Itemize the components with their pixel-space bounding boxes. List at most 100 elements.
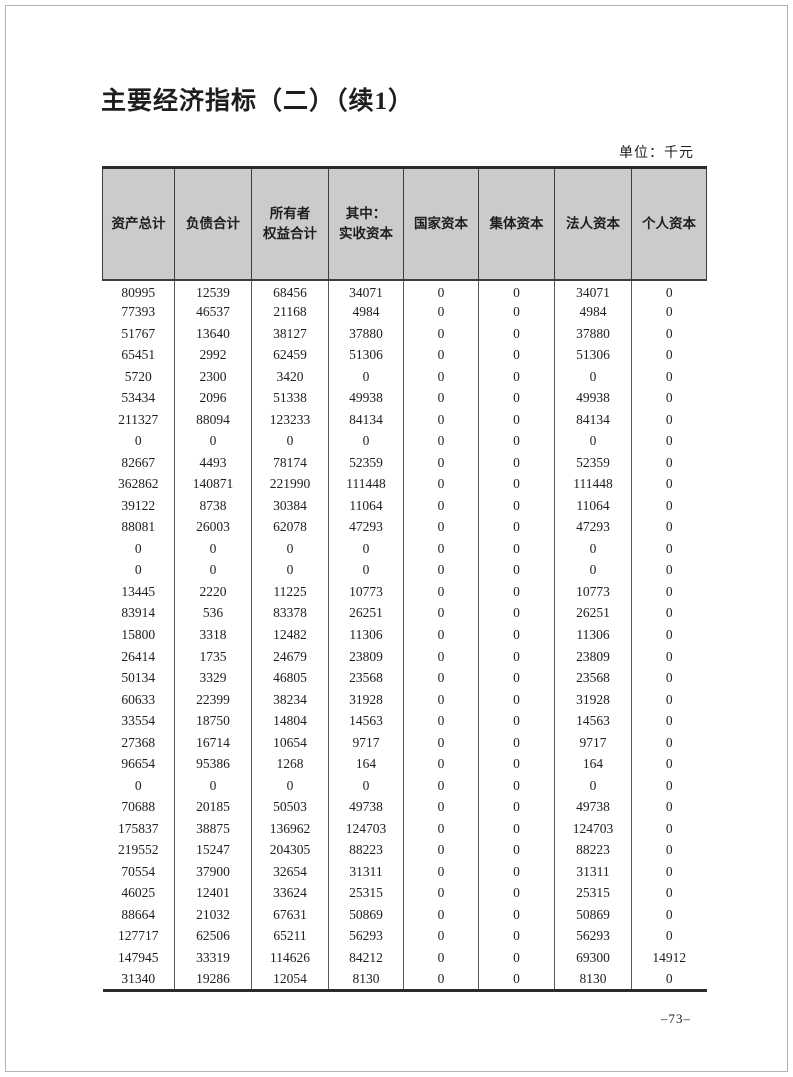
table-cell: 0 <box>328 774 404 797</box>
table-row: 362862 140871 221990 111448 0 0 111448 0 <box>102 473 707 495</box>
table-cell: 16714 <box>174 731 252 754</box>
table-cell: 0 <box>403 968 479 991</box>
table-cell: 62459 <box>251 344 329 366</box>
table-cell: 21168 <box>251 301 329 323</box>
table-cell: 0 <box>403 796 479 818</box>
table-cell: 10654 <box>251 731 329 754</box>
table-cell: 96654 <box>102 753 175 775</box>
table-row: 82667 4493 78174 52359 0 0 52359 0 <box>102 451 707 474</box>
table-cell: 0 <box>478 365 555 388</box>
table-cell: 2300 <box>174 365 252 388</box>
table-cell: 34071 <box>554 279 632 302</box>
column-header: 负债合计 <box>174 167 252 281</box>
table-cell: 0 <box>665 540 673 556</box>
table-cell: 38234 <box>251 688 329 711</box>
column-header: 法人资本 <box>554 167 632 281</box>
table-cell: 124703 <box>554 817 632 840</box>
table-cell: 0 <box>665 906 673 922</box>
table-cell: 0 <box>403 688 479 711</box>
table-row: 77393 46537 21168 4984 0 0 4984 0 <box>102 301 707 323</box>
column-header: 所有者 权益合计 <box>251 167 329 281</box>
table-cell: 1268 <box>251 753 329 775</box>
column-header: 其中： 实收资本 <box>328 167 404 281</box>
table-cell: 0 <box>665 368 673 384</box>
table-cell: 0 <box>403 494 479 517</box>
table-cell: 0 <box>478 322 555 345</box>
table-cell: 47293 <box>554 516 632 538</box>
table-cell: 0 <box>403 624 479 646</box>
table-cell: 3329 <box>174 667 252 689</box>
table-cell: 0 <box>478 516 555 538</box>
table-cell: 12054 <box>251 968 329 991</box>
table-cell: 15800 <box>102 624 175 646</box>
table-cell: 11306 <box>554 624 632 646</box>
table-cell: 0 <box>403 645 479 668</box>
table-cell: 0 <box>665 799 673 815</box>
table-cell: 62078 <box>251 516 329 538</box>
table-cell: 0 <box>478 559 555 581</box>
table-cell: 0 <box>665 820 673 836</box>
table-cell: 8130 <box>328 968 404 991</box>
table-row: 27368 16714 10654 9717 0 0 9717 0 <box>102 731 707 754</box>
table-cell: 0 <box>665 648 673 664</box>
table-cell: 0 <box>665 325 673 341</box>
table-row: 46025 12401 33624 25315 0 0 25315 0 <box>102 882 707 904</box>
table-cell: 0 <box>665 347 673 363</box>
table-cell: 70554 <box>102 860 175 883</box>
table-row: 70554 37900 32654 31311 0 0 31311 0 <box>102 860 707 883</box>
table-row: 80995 12539 68456 34071 0 0 34071 0 <box>102 279 707 302</box>
table-cell: 23809 <box>554 645 632 668</box>
table-cell: 0 <box>478 968 555 991</box>
table-cell: 0 <box>665 433 673 449</box>
table-cell: 83378 <box>251 602 329 624</box>
table-cell: 127717 <box>102 925 175 947</box>
table-cell: 175837 <box>102 817 175 840</box>
column-header: 集体资本 <box>478 167 555 281</box>
table-cell: 0 <box>478 494 555 517</box>
table-cell: 26414 <box>102 645 175 668</box>
table-cell: 136962 <box>251 817 329 840</box>
table-row: 175837 38875 136962 124703 0 0 124703 0 <box>102 817 707 840</box>
table-cell: 77393 <box>102 301 175 323</box>
table-cell: 21032 <box>174 903 252 926</box>
table-cell: 51306 <box>554 344 632 366</box>
table-cell: 32654 <box>251 860 329 883</box>
table-cell: 39122 <box>102 494 175 517</box>
table-cell: 12539 <box>174 279 252 302</box>
table-cell: 14912 <box>652 949 687 965</box>
table-cell: 211327 <box>102 408 175 431</box>
table-cell: 0 <box>403 537 479 560</box>
table-cell: 62506 <box>174 925 252 947</box>
table-cell: 0 <box>478 688 555 711</box>
table-cell: 26003 <box>174 516 252 538</box>
table-row: 13445 2220 11225 10773 0 0 10773 0 <box>102 580 707 603</box>
table-cell: 4493 <box>174 451 252 474</box>
table-cell: 12401 <box>174 882 252 904</box>
table-cell: 23568 <box>554 667 632 689</box>
table-cell: 0 <box>665 476 673 492</box>
table-cell: 23568 <box>328 667 404 689</box>
table-cell: 38875 <box>174 817 252 840</box>
table-cell: 95386 <box>174 753 252 775</box>
table-row: 70688 20185 50503 49738 0 0 49738 0 <box>102 796 707 818</box>
table-cell: 38127 <box>251 322 329 345</box>
table-cell: 19286 <box>174 968 252 991</box>
table-cell: 0 <box>251 537 329 560</box>
table-cell: 12482 <box>251 624 329 646</box>
table-cell: 0 <box>174 430 252 452</box>
table-cell: 147945 <box>102 946 175 969</box>
table-cell: 0 <box>403 559 479 581</box>
table-cell: 2220 <box>174 580 252 603</box>
table-cell: 0 <box>478 839 555 861</box>
table-cell: 0 <box>478 860 555 883</box>
table-cell: 0 <box>665 304 673 320</box>
table-cell: 0 <box>403 602 479 624</box>
table-cell: 0 <box>665 390 673 406</box>
table-cell: 0 <box>665 497 673 513</box>
table-cell: 2096 <box>174 387 252 409</box>
table-cell: 0 <box>665 284 673 300</box>
table-header-row: 资产总计 负债合计 所有者 权益合计 其中： 实收资本 国家资本 集体资本 法人资本 个人资本 <box>102 167 707 281</box>
table-cell: 30384 <box>251 494 329 517</box>
table-cell: 0 <box>403 925 479 947</box>
